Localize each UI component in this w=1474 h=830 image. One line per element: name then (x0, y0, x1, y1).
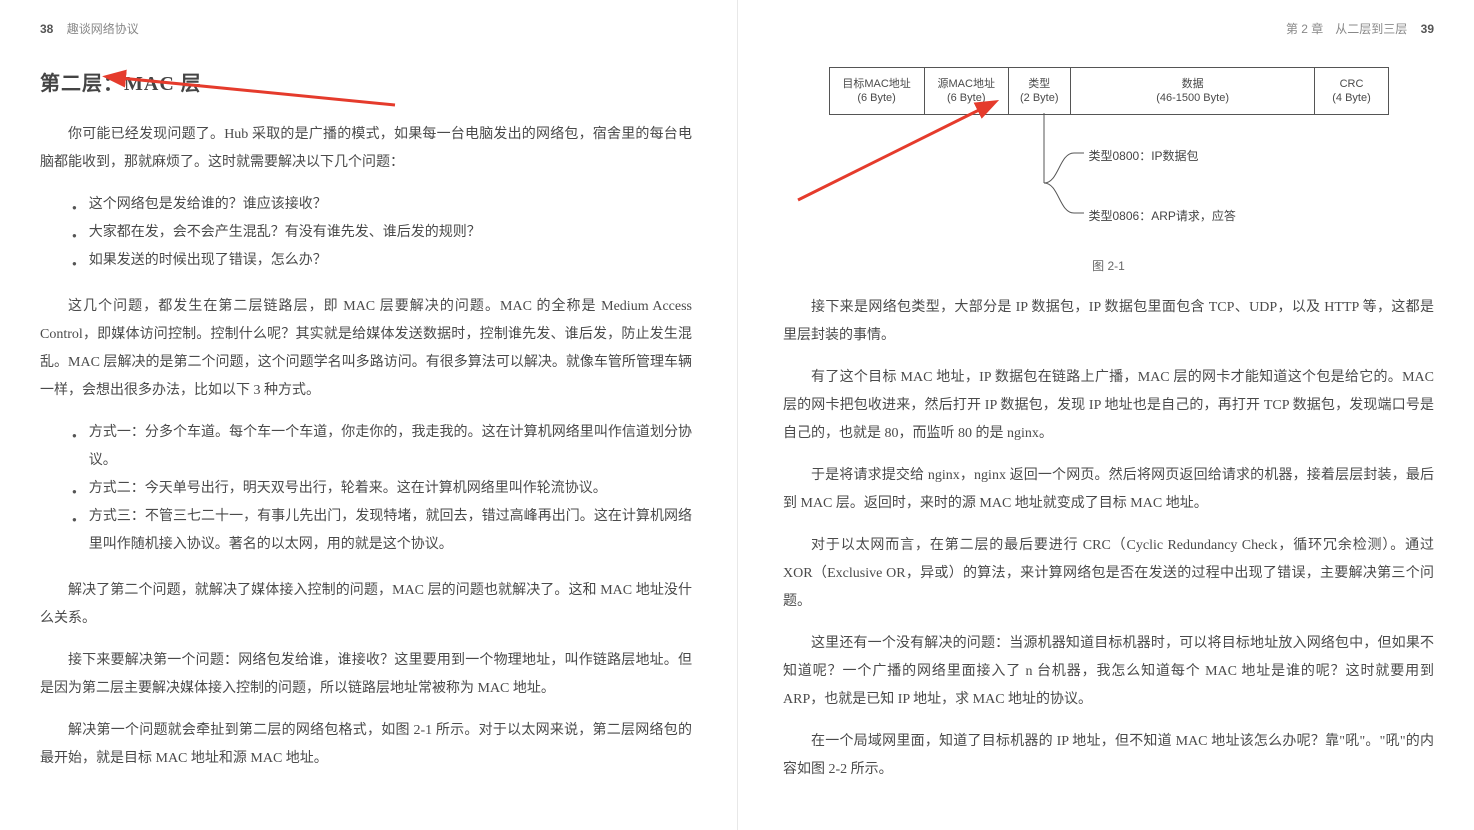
list-item: 这个网络包是发给谁的？谁应该接收？ (72, 191, 692, 219)
packet-header-row: 目标MAC地址 (6 Byte) 源MAC地址 (6 Byte) 类型 (2 B… (829, 67, 1389, 115)
paragraph: 接下来要解决第一个问题：网络包发给谁，谁接收？这里要用到一个物理地址，叫作链路层… (40, 647, 692, 703)
paragraph: 于是将请求提交给 nginx，nginx 返回一个网页。然后将网页返回给请求的机… (783, 462, 1434, 518)
figure-callout-arp: 类型0806：ARP请求，应答 (1089, 207, 1236, 224)
page-number: 38 (40, 22, 53, 36)
page-header-right: 第 2 章 从二层到三层 39 (783, 20, 1434, 37)
page-header-left: 38 趣谈网络协议 (40, 20, 692, 37)
figure-callout-ip: 类型0800：IP数据包 (1089, 147, 1199, 164)
list-item: 大家都在发，会不会产生混乱？有没有谁先发、谁后发的规则？ (72, 219, 692, 247)
figure-caption: 图 2-1 (783, 257, 1434, 274)
list-item: 方式二：今天单号出行，明天双号出行，轮着来。这在计算机网络里叫作轮流协议。 (72, 475, 692, 503)
page-left: 38 趣谈网络协议 第二层：MAC 层 你可能已经发现问题了。Hub 采取的是广… (0, 0, 737, 830)
list-item: 方式一：分多个车道。每个车一个车道，你走你的，我走我的。这在计算机网络里叫作信道… (72, 419, 692, 475)
paragraph: 解决第一个问题就会牵扯到第二层的网络包格式，如图 2-1 所示。对于以太网来说，… (40, 717, 692, 773)
list-item: 如果发送的时候出现了错误，怎么办？ (72, 247, 692, 275)
paragraph: 在一个局域网里面，知道了目标机器的 IP 地址，但不知道 MAC 地址该怎么办呢… (783, 728, 1434, 784)
list-item: 方式三：不管三七二十一，有事儿先出门，发现特堵，就回去，错过高峰再出门。这在计算… (72, 503, 692, 559)
packet-field-src-mac: 源MAC地址 (6 Byte) (925, 68, 1009, 114)
book-title: 趣谈网络协议 (67, 22, 139, 36)
question-list: 这个网络包是发给谁的？谁应该接收？ 大家都在发，会不会产生混乱？有没有谁先发、谁… (40, 191, 692, 275)
paragraph: 这几个问题，都发生在第二层链路层，即 MAC 层要解决的问题。MAC 的全称是 … (40, 293, 692, 405)
packet-field-dest-mac: 目标MAC地址 (6 Byte) (830, 68, 925, 114)
paragraph: 你可能已经发现问题了。Hub 采取的是广播的模式，如果每一台电脑发出的网络包，宿… (40, 121, 692, 177)
page-right: 第 2 章 从二层到三层 39 目标MAC地址 (6 Byte) 源MAC地址 … (737, 0, 1474, 830)
paragraph: 接下来是网络包类型，大部分是 IP 数据包，IP 数据包里面包含 TCP、UDP… (783, 294, 1434, 350)
paragraph: 这里还有一个没有解决的问题：当源机器知道目标机器时，可以将目标地址放入网络包中，… (783, 630, 1434, 714)
packet-field-type: 类型 (2 Byte) (1009, 68, 1071, 114)
paragraph: 解决了第二个问题，就解决了媒体接入控制的问题，MAC 层的问题也就解决了。这和 … (40, 577, 692, 633)
ways-list: 方式一：分多个车道。每个车一个车道，你走你的，我走我的。这在计算机网络里叫作信道… (40, 419, 692, 559)
section-heading: 第二层：MAC 层 (40, 67, 692, 96)
packet-field-data: 数据 (46-1500 Byte) (1071, 68, 1316, 114)
packet-field-crc: CRC (4 Byte) (1315, 68, 1387, 114)
chapter-title: 第 2 章 从二层到三层 (1286, 22, 1407, 36)
paragraph: 有了这个目标 MAC 地址，IP 数据包在链路上广播，MAC 层的网卡才能知道这… (783, 364, 1434, 448)
paragraph: 对于以太网而言，在第二层的最后要进行 CRC（Cyclic Redundancy… (783, 532, 1434, 616)
book-spread: 38 趣谈网络协议 第二层：MAC 层 你可能已经发现问题了。Hub 采取的是广… (0, 0, 1474, 830)
figure-2-1: 目标MAC地址 (6 Byte) 源MAC地址 (6 Byte) 类型 (2 B… (829, 67, 1389, 247)
page-number: 39 (1421, 22, 1434, 36)
